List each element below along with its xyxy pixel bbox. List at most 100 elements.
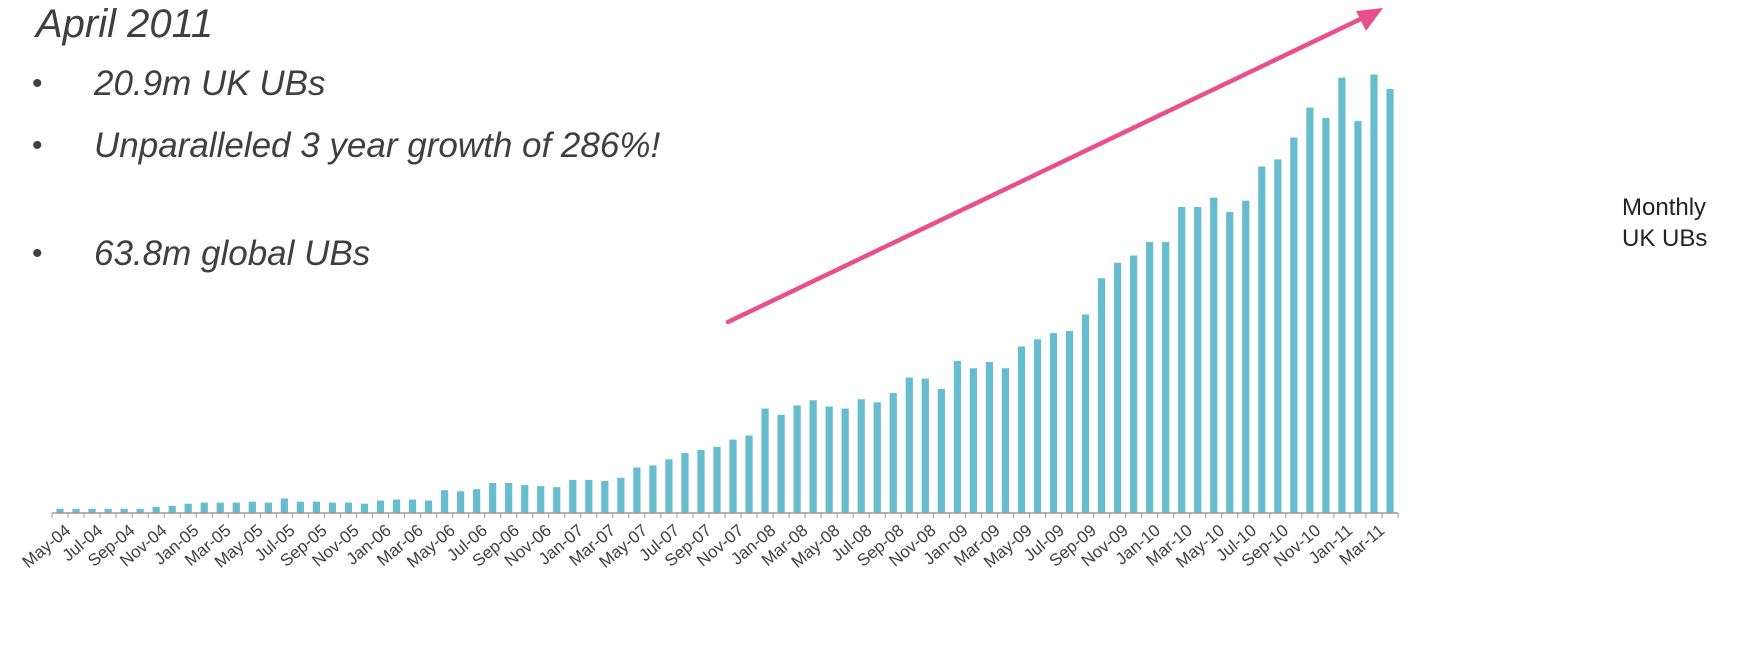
bar-Aug-09	[1065, 331, 1074, 513]
bar-Dec-07	[745, 435, 753, 513]
bar-Jun-10	[1226, 212, 1234, 513]
bar-Jan-11	[1338, 77, 1346, 514]
bar-Jul-06	[473, 489, 481, 513]
bar-Dec-04	[168, 505, 176, 513]
bar-Aug-08	[873, 402, 881, 513]
bar-Apr-10	[1194, 206, 1202, 513]
bar-Jan-06	[376, 500, 385, 513]
bar-Dec-08	[937, 388, 945, 513]
bullet-item: • 63.8m global UBs	[30, 232, 660, 276]
bar-Jul-08	[857, 399, 865, 513]
bar-Oct-04	[136, 508, 144, 513]
bar-Aug-07	[681, 453, 689, 513]
bar-Sep-04	[120, 508, 128, 513]
bar-Sep-05	[312, 501, 320, 514]
bar-Mar-08	[793, 405, 801, 513]
bar-Jan-10	[1146, 242, 1154, 513]
bar-Oct-05	[328, 502, 337, 513]
bar-May-05	[248, 501, 256, 514]
bar-Feb-05	[200, 502, 208, 513]
bar-Apr-07	[617, 477, 625, 513]
bar-Apr-09	[1001, 368, 1010, 513]
bar-Oct-09	[1097, 278, 1106, 513]
bar-Feb-08	[777, 414, 785, 513]
bar-Oct-08	[905, 377, 913, 513]
bar-May-09	[1017, 346, 1026, 513]
bar-Jan-08	[761, 408, 769, 513]
bar-Dec-10	[1322, 117, 1330, 513]
headline: April 2011	[36, 2, 214, 46]
bar-Jul-10	[1242, 200, 1250, 513]
bar-Jun-07	[649, 465, 657, 513]
bar-Nov-04	[152, 506, 160, 513]
bar-Nov-09	[1113, 262, 1122, 513]
bar-Apr-05	[232, 502, 240, 513]
bar-Feb-06	[392, 499, 401, 513]
bar-Aug-04	[104, 508, 112, 513]
bar-Mar-07	[601, 480, 609, 513]
bar-May-10	[1210, 197, 1218, 513]
trend-arrow-shaft	[725, 12, 1372, 325]
bar-Mar-10	[1178, 206, 1186, 513]
bullet-marker: •	[32, 237, 43, 270]
x-axis-tick-labels: May-04Jul-04Sep-04Nov-04Jan-05Mar-05May-…	[19, 521, 1389, 572]
bar-Jun-08	[841, 408, 849, 513]
bar-Aug-10	[1258, 166, 1266, 513]
bar-Feb-11	[1354, 121, 1362, 513]
bar-Feb-09	[969, 368, 977, 513]
bar-Apr-06	[424, 500, 433, 513]
bullet-marker: •	[32, 67, 43, 100]
bar-May-08	[825, 406, 833, 513]
bar-Sep-07	[697, 449, 705, 513]
bar-Sep-06	[505, 483, 513, 513]
bar-Nov-06	[537, 486, 545, 513]
bar-Aug-05	[296, 501, 304, 514]
bar-Sep-08	[889, 393, 897, 513]
bar-Apr-11	[1386, 89, 1394, 514]
bar-Dec-06	[553, 487, 561, 513]
bar-Mar-11	[1370, 74, 1378, 514]
bar-Oct-10	[1290, 137, 1298, 514]
bar-Nov-08	[921, 378, 929, 513]
bar-Mar-05	[216, 502, 224, 513]
bar-Aug-06	[489, 483, 497, 513]
bar-group	[56, 74, 1394, 514]
bullet-item: • Unparalleled 3 year growth of 286%!	[30, 124, 660, 168]
bar-Mar-06	[408, 499, 417, 513]
bar-Feb-07	[585, 479, 593, 513]
bullet-text: Unparalleled 3 year growth of 286%!	[94, 126, 661, 165]
bar-Dec-09	[1130, 255, 1138, 513]
trend-arrow	[725, 8, 1383, 325]
bar-Jul-05	[280, 498, 288, 513]
x-axis-ticks	[51, 513, 1399, 518]
bar-Nov-10	[1306, 107, 1314, 513]
bar-Sep-09	[1081, 314, 1090, 513]
bar-Dec-05	[360, 503, 369, 513]
bar-Jun-09	[1033, 339, 1042, 513]
bar-Jul-09	[1049, 333, 1058, 513]
bullet-text: 63.8m global UBs	[94, 234, 371, 273]
bar-Jun-05	[264, 502, 272, 513]
bar-Nov-05	[344, 502, 353, 513]
bar-Jul-07	[665, 459, 673, 513]
bar-Oct-07	[713, 446, 721, 513]
bar-Jan-09	[953, 360, 961, 513]
bullet-list: • 20.9m UK UBs • Unparalleled 3 year gro…	[30, 62, 660, 276]
bar-Jun-06	[457, 491, 465, 513]
bar-Feb-10	[1162, 242, 1170, 513]
bar-Nov-07	[729, 439, 737, 513]
bullet-text: 20.9m UK UBs	[94, 64, 326, 103]
bar-Jul-04	[88, 508, 96, 513]
trend-arrow-head	[1356, 8, 1383, 31]
bullet-marker: •	[32, 129, 43, 162]
bullet-item: • 20.9m UK UBs	[30, 62, 660, 106]
bar-Jan-05	[184, 503, 192, 513]
bar-Apr-08	[809, 400, 817, 513]
bar-Jun-04	[72, 508, 80, 513]
bar-May-06	[440, 490, 449, 513]
bar-Sep-10	[1274, 159, 1282, 513]
bar-Mar-09	[985, 362, 993, 513]
bar-Oct-06	[521, 485, 529, 513]
chart-side-label: Monthly UK UBs	[1622, 194, 1708, 252]
